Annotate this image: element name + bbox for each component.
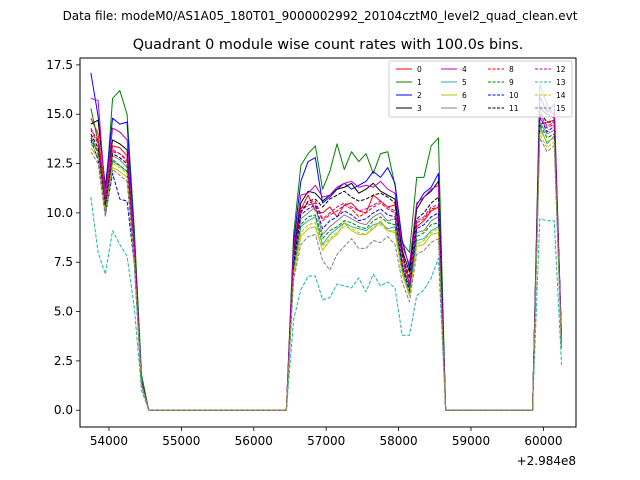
x-axis-offset-label: +2.984e8 xyxy=(517,454,576,468)
x-tick-label: 56000 xyxy=(235,434,273,448)
legend-label-2: 2 xyxy=(417,91,422,100)
x-tick-label: 57000 xyxy=(307,434,345,448)
y-tick-label: 0.0 xyxy=(54,403,73,417)
y-tick-label: 5.0 xyxy=(54,305,73,319)
series-line-0 xyxy=(90,117,563,411)
y-tick-label: 17.5 xyxy=(46,58,73,72)
series-line-15 xyxy=(90,137,563,411)
series-line-10 xyxy=(90,115,563,411)
legend-label-5: 5 xyxy=(462,78,467,87)
legend-label-14: 14 xyxy=(556,91,566,100)
x-axis: 54000 55000 56000 57000 58000 59000 60000 xyxy=(90,427,563,448)
series-line-6 xyxy=(90,129,563,411)
y-tick-label: 2.5 xyxy=(54,354,73,368)
series-line-14 xyxy=(90,133,563,411)
legend-label-10: 10 xyxy=(509,91,519,100)
legend-label-4: 4 xyxy=(462,65,467,74)
x-tick-label: 54000 xyxy=(90,434,128,448)
series-line-8 xyxy=(90,117,563,411)
legend-label-8: 8 xyxy=(509,65,514,74)
y-tick-label: 12.5 xyxy=(46,157,73,171)
series-line-3 xyxy=(90,107,563,411)
series-line-11 xyxy=(90,111,563,411)
legend-frame xyxy=(388,60,573,118)
legend-label-9: 9 xyxy=(509,78,514,87)
legend-label-12: 12 xyxy=(556,65,566,74)
series-line-13 xyxy=(90,197,563,411)
series-line-4 xyxy=(90,97,563,411)
legend-label-7: 7 xyxy=(462,104,467,113)
x-tick-label: 58000 xyxy=(380,434,418,448)
series-line-12 xyxy=(90,113,563,411)
y-axis: 0.0 2.5 5.0 7.5 10.0 12.5 15.0 17.5 xyxy=(46,58,80,417)
series-line-2 xyxy=(90,72,563,411)
figure-suptitle: Data file: modeM0/AS1A05_180T01_90000029… xyxy=(63,9,578,23)
plot-frame xyxy=(79,57,577,428)
chart-title: Quadrant 0 module wise count rates with … xyxy=(133,37,524,53)
legend-label-15: 15 xyxy=(556,104,566,113)
y-tick-label: 7.5 xyxy=(54,255,73,269)
series-line-7 xyxy=(90,121,563,411)
series-line-5 xyxy=(90,125,563,411)
legend-label-11: 11 xyxy=(509,104,519,113)
series-layer xyxy=(90,72,563,411)
y-tick-label: 10.0 xyxy=(46,206,73,220)
x-tick-label: 59000 xyxy=(452,434,490,448)
legend-label-0: 0 xyxy=(417,65,422,74)
series-line-1 xyxy=(90,84,563,411)
x-tick-label: 55000 xyxy=(162,434,200,448)
legend-label-13: 13 xyxy=(556,78,566,87)
legend-label-1: 1 xyxy=(417,78,422,87)
y-tick-label: 15.0 xyxy=(46,107,73,121)
legend-label-3: 3 xyxy=(417,104,422,113)
x-tick-label: 60000 xyxy=(524,434,562,448)
legend-label-6: 6 xyxy=(462,91,467,100)
series-line-9 xyxy=(90,123,563,411)
